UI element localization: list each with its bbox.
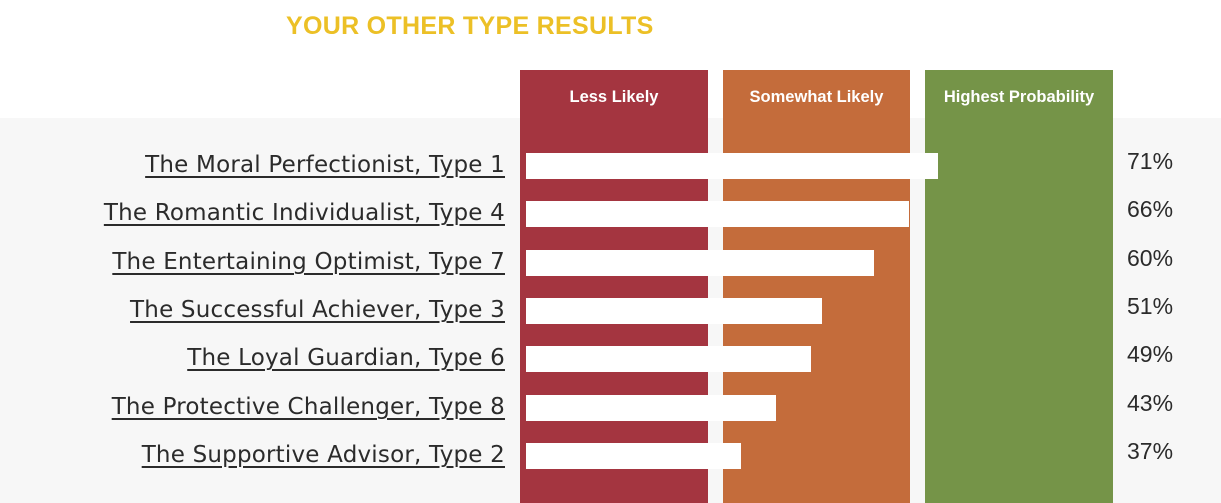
probability-bar — [526, 201, 909, 227]
type-link[interactable]: The Moral Perfectionist, Type 1 — [145, 152, 505, 178]
percentage-label: 60% — [1127, 245, 1174, 271]
band-highest-probability-label: Highest Probability — [943, 88, 1095, 106]
band-somewhat-likely-label: Somewhat Likely — [749, 88, 884, 106]
type-link[interactable]: The Protective Challenger, Type 8 — [111, 394, 505, 420]
percentage-label: 37% — [1127, 438, 1174, 464]
percentage-label: 51% — [1127, 293, 1174, 319]
probability-bar — [526, 298, 822, 324]
probability-bar — [526, 443, 741, 469]
band-highest-probability: Highest Probability — [925, 70, 1113, 503]
percentage-label: 71% — [1127, 148, 1174, 174]
percentage-label: 66% — [1127, 196, 1174, 222]
type-link[interactable]: The Supportive Advisor, Type 2 — [141, 442, 505, 468]
band-less-likely: Less Likely — [520, 70, 708, 503]
percentage-label: 43% — [1127, 390, 1174, 416]
percentage-label: 49% — [1127, 341, 1174, 367]
probability-bar — [526, 153, 938, 179]
probability-bar — [526, 250, 874, 276]
type-link[interactable]: The Successful Achiever, Type 3 — [130, 297, 505, 323]
type-link[interactable]: The Loyal Guardian, Type 6 — [187, 345, 505, 371]
type-link[interactable]: The Entertaining Optimist, Type 7 — [112, 249, 505, 275]
band-somewhat-likely: Somewhat Likely — [723, 70, 910, 503]
chart-title: YOUR OTHER TYPE RESULTS — [286, 12, 654, 40]
probability-bar — [526, 395, 776, 421]
type-link[interactable]: The Romantic Individualist, Type 4 — [103, 200, 505, 226]
band-less-likely-label: Less Likely — [569, 88, 659, 106]
probability-bar — [526, 346, 811, 372]
